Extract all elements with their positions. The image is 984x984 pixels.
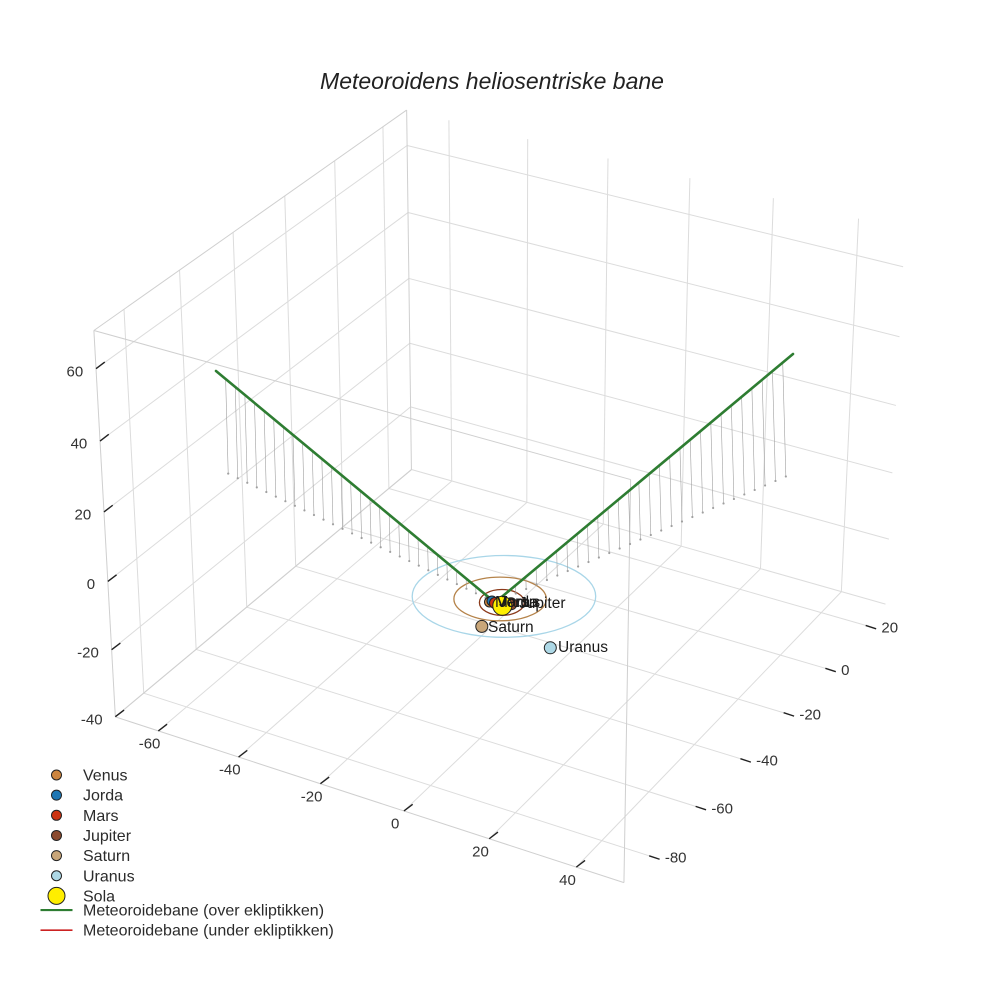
svg-text:-40: -40 xyxy=(219,762,241,779)
svg-text:-40: -40 xyxy=(756,753,778,770)
svg-text:-60: -60 xyxy=(711,800,733,817)
svg-text:0: 0 xyxy=(391,816,399,833)
svg-text:20: 20 xyxy=(472,843,489,860)
svg-text:-80: -80 xyxy=(665,850,687,867)
svg-text:-20: -20 xyxy=(301,788,323,805)
svg-text:-40: -40 xyxy=(81,711,103,728)
svg-text:-60: -60 xyxy=(139,736,161,753)
svg-text:40: 40 xyxy=(71,436,88,453)
svg-text:-20: -20 xyxy=(77,644,99,661)
svg-text:-20: -20 xyxy=(799,707,821,724)
svg-text:40: 40 xyxy=(559,872,576,889)
svg-text:20: 20 xyxy=(881,619,898,636)
svg-text:Uranus: Uranus xyxy=(83,868,135,885)
svg-text:0: 0 xyxy=(87,576,95,593)
svg-text:Venus: Venus xyxy=(83,768,127,785)
svg-text:Jupiter: Jupiter xyxy=(83,828,132,845)
svg-text:Meteoroidebane (over ekliptikk: Meteoroidebane (over ekliptikken) xyxy=(83,903,324,920)
svg-text:Jupiter: Jupiter xyxy=(519,595,566,612)
svg-text:Saturn: Saturn xyxy=(488,619,534,636)
svg-text:Meteoroidebane (under ekliptik: Meteoroidebane (under ekliptikken) xyxy=(83,923,334,940)
svg-text:Uranus: Uranus xyxy=(558,639,608,656)
svg-text:Jorda: Jorda xyxy=(83,788,123,805)
svg-text:0: 0 xyxy=(841,662,849,679)
svg-text:Saturn: Saturn xyxy=(83,848,130,865)
svg-text:20: 20 xyxy=(75,507,92,524)
svg-text:60: 60 xyxy=(67,363,84,380)
svg-text:Mars: Mars xyxy=(83,808,119,825)
